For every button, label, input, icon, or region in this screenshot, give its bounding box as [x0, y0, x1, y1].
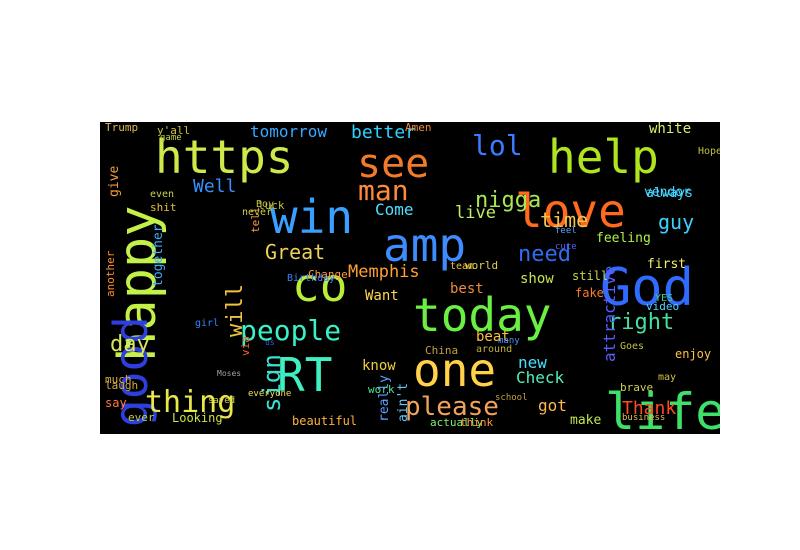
cloud-word: tell [249, 206, 262, 234]
cloud-word: say [105, 396, 127, 410]
cloud-word: around [476, 344, 513, 355]
cloud-word: via [239, 336, 252, 356]
cloud-word: sign [258, 354, 286, 412]
cloud-word: actually [430, 416, 483, 429]
cloud-word: Come [375, 200, 414, 219]
cloud-word: ain't [396, 382, 411, 422]
cloud-word: everyone [248, 389, 292, 399]
cloud-word: Great [265, 240, 326, 264]
cloud-word: many [498, 336, 520, 346]
cloud-word: live [455, 203, 496, 223]
cloud-word: guy [658, 210, 695, 234]
cloud-word: life [605, 383, 720, 434]
cloud-word: nigga [475, 188, 542, 213]
cloud-word: one [413, 343, 497, 397]
cloud-word: see [357, 141, 430, 187]
cloud-word: give [107, 165, 122, 197]
cloud-word: love [515, 184, 626, 238]
cloud-word: y'all [157, 124, 191, 137]
cloud-word: day [110, 332, 150, 357]
cloud-word: thing [145, 385, 236, 420]
cloud-word: amp [383, 218, 467, 272]
cloud-word: feel [555, 226, 577, 236]
cloud-word: shit [150, 201, 177, 214]
cloud-word: Want [365, 288, 399, 304]
cloud-word: got [538, 396, 567, 415]
cloud-word: business [622, 413, 666, 423]
cloud-word: know [362, 358, 396, 374]
cloud-word: Change [308, 268, 348, 281]
cloud-word: Hope [698, 146, 720, 157]
cloud-word: white [649, 122, 692, 137]
cloud-word: today [413, 288, 552, 342]
cloud-word: even [150, 189, 175, 200]
cloud-word: Thank [622, 398, 677, 419]
word-cloud: https help see love win amp happy good co today Go… [100, 122, 720, 434]
cloud-word: us [265, 338, 275, 347]
cloud-word: feeling [596, 231, 651, 246]
cloud-word: best [450, 281, 484, 297]
cloud-word: world [465, 259, 499, 272]
cloud-word: RT [277, 348, 333, 402]
cloud-word: Memphis [348, 262, 420, 282]
cloud-word: show [520, 271, 554, 287]
cloud-word: beautiful [292, 414, 358, 428]
cloud-word: God [600, 258, 694, 318]
cloud-word: may [658, 372, 677, 383]
cloud-word: tomorrow [250, 122, 328, 141]
cloud-word: game [160, 133, 182, 143]
cloud-word: another [104, 250, 117, 297]
cloud-word: always [646, 186, 693, 201]
cloud-word: people [240, 314, 342, 347]
cloud-word: still [572, 269, 609, 283]
cloud-word: cute [555, 242, 577, 252]
cloud-word: video [646, 300, 680, 313]
cloud-word: man [358, 174, 409, 207]
cloud-word: together [151, 224, 166, 287]
cloud-word: make [570, 413, 602, 428]
cloud-word: help [548, 130, 659, 184]
cloud-word: Moses [217, 369, 242, 378]
cloud-word: vendor [644, 185, 691, 200]
cloud-word: much [105, 373, 132, 386]
cloud-word: enjoy [675, 347, 712, 361]
cloud-word: https [155, 130, 294, 184]
cloud-word: need [518, 242, 571, 267]
cloud-word: school [495, 393, 528, 403]
cloud-word: will [223, 284, 248, 337]
cloud-word: team [450, 261, 475, 272]
cloud-word: please [405, 392, 499, 422]
cloud-word: Looking [172, 411, 223, 425]
cloud-word: first [647, 257, 687, 272]
cloud-word: Trump [105, 122, 139, 134]
cloud-word: saved [208, 396, 236, 406]
cloud-word: Goes [620, 341, 645, 352]
cloud-word: luck [258, 199, 285, 212]
cloud-word: Well [193, 176, 237, 197]
cloud-word: never [242, 207, 273, 218]
cloud-word: laugh [105, 379, 139, 392]
cloud-word: brave [620, 381, 654, 394]
cloud-word: lol [472, 129, 523, 162]
cloud-word: China [425, 344, 459, 357]
cloud-word: Boy [256, 199, 275, 210]
cloud-word: YES [655, 293, 674, 304]
cloud-word: Amen [405, 122, 432, 134]
cloud-word: time [540, 208, 589, 232]
cloud-word: Check [516, 368, 565, 387]
cloud-word: girl [195, 318, 220, 329]
cloud-word: Birthday [287, 273, 336, 284]
cloud-word: think [460, 416, 494, 429]
cloud-word: win [270, 190, 354, 244]
cloud-word: ever [128, 411, 155, 424]
cloud-word: new [518, 353, 547, 372]
cloud-word: work [368, 383, 395, 396]
cloud-word: fake [575, 286, 604, 300]
cloud-word: right [608, 310, 675, 335]
cloud-word: better [351, 122, 417, 143]
cloud-word: co [292, 258, 348, 312]
cloud-word: beat [476, 329, 510, 345]
